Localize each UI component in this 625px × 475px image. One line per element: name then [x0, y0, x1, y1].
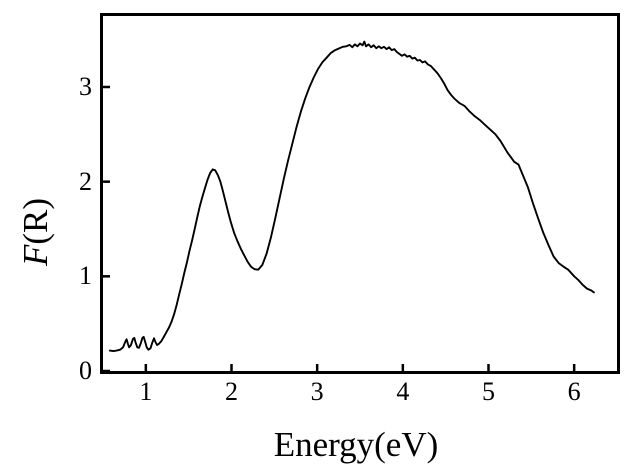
x-tick-label: 4 — [396, 377, 410, 406]
plot-area — [100, 13, 620, 374]
y-tick-label: 1 — [79, 261, 92, 291]
y-tick-label: 2 — [79, 166, 92, 196]
x-tick-label: 6 — [567, 377, 581, 406]
y-axis-label: F(R) — [15, 197, 56, 266]
y-axis-label-suffix: (R) — [15, 197, 55, 245]
spectrum-curve — [108, 40, 595, 353]
x-tick-label: 1 — [139, 377, 153, 406]
axis-tick-marks — [103, 85, 576, 371]
y-tick-label: 3 — [79, 72, 92, 101]
spectrum-svg — [103, 40, 595, 371]
x-axis-label: Energy(eV) — [273, 425, 439, 464]
y-tick-label: 0 — [79, 356, 92, 385]
x-tick-label: 2 — [225, 377, 238, 406]
x-tick-label: 3 — [310, 377, 324, 406]
x-tick-label: 5 — [482, 377, 495, 406]
